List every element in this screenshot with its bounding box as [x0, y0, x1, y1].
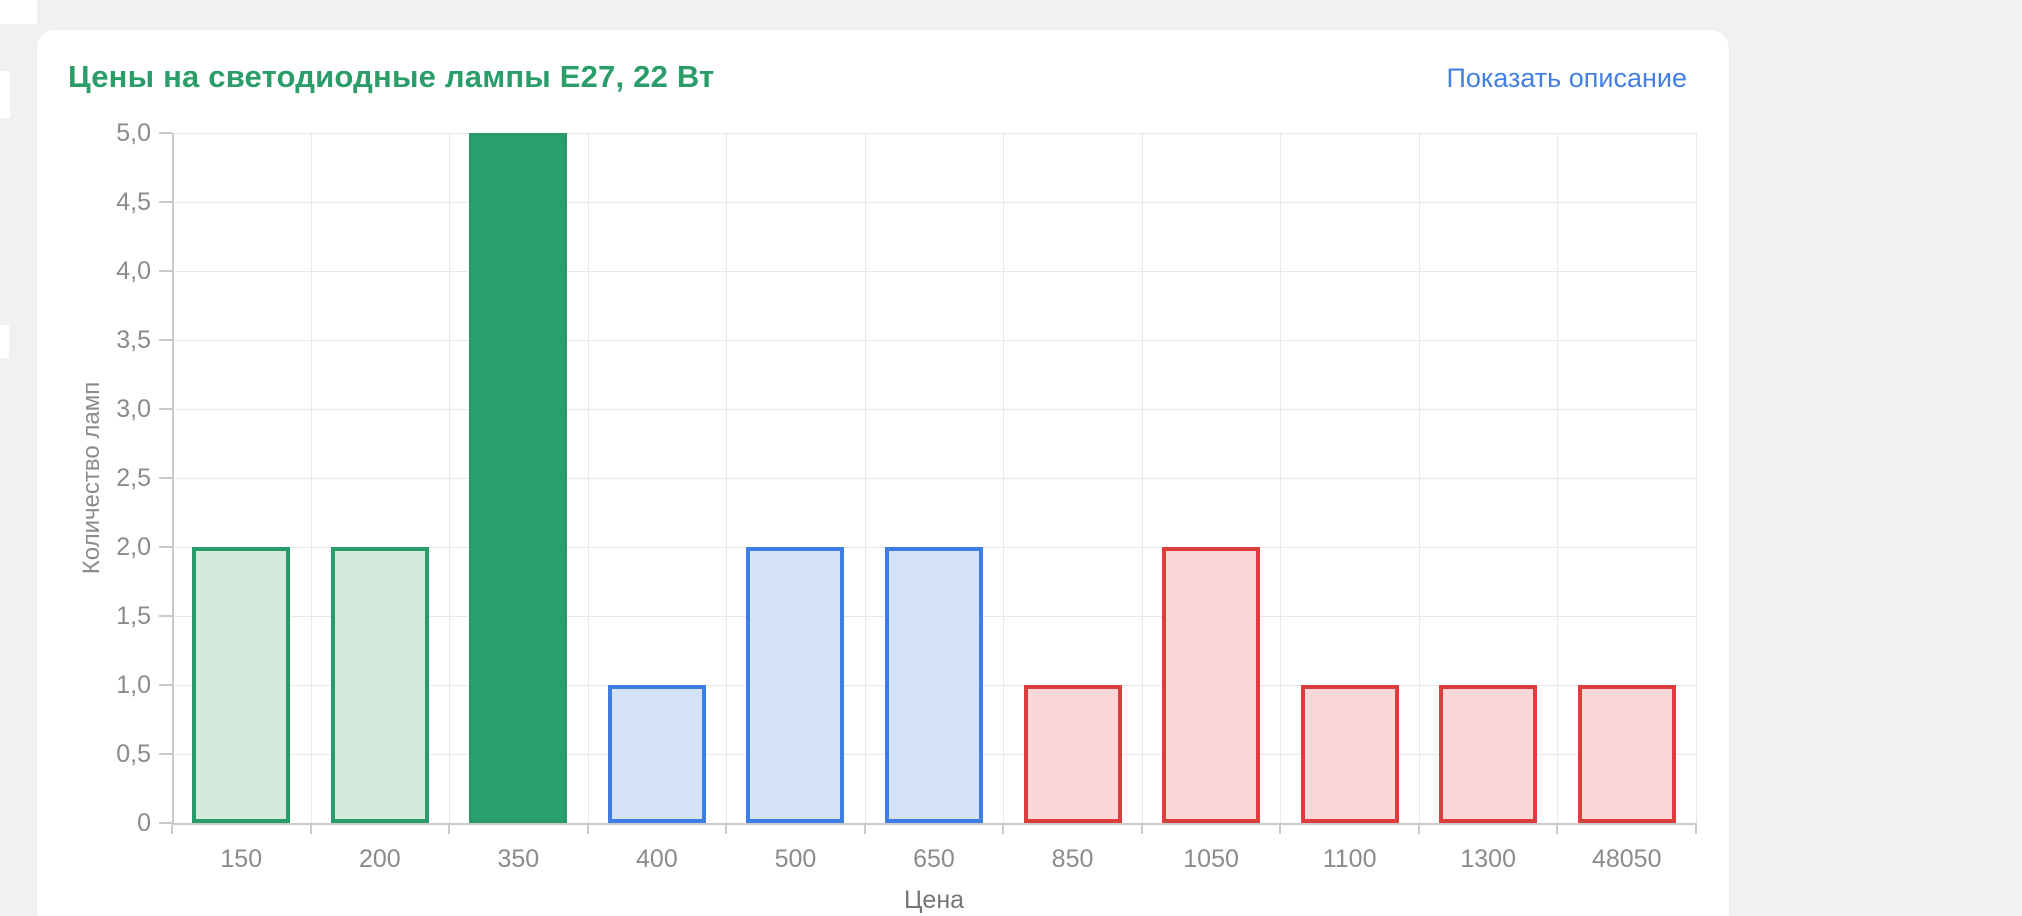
gridline-horizontal — [172, 133, 1696, 134]
bar-650[interactable] — [885, 547, 983, 823]
gridline-vertical — [1280, 133, 1282, 823]
background-fragment-mid — [0, 71, 10, 118]
background-fragment-top — [0, 0, 37, 24]
gridline-vertical — [310, 133, 312, 823]
bar-500[interactable] — [746, 547, 845, 823]
background-fragment-low — [0, 325, 9, 358]
x-axis-tick — [1140, 825, 1143, 834]
gridline-vertical — [864, 133, 866, 823]
x-axis-tick — [586, 825, 589, 834]
y-axis-line — [172, 133, 174, 823]
gridline-vertical — [1418, 133, 1420, 823]
x-axis-tick-label: 500 — [774, 845, 817, 873]
y-axis-tick — [159, 132, 172, 134]
y-axis-tick — [159, 270, 172, 272]
x-axis-tick-label: 350 — [497, 845, 540, 873]
y-axis-tick — [159, 615, 172, 617]
y-axis-tick — [159, 339, 172, 341]
y-axis-tick-label: 1,5 — [116, 602, 151, 630]
y-axis-tick — [159, 408, 172, 410]
x-axis-tick — [863, 825, 866, 834]
gridline-horizontal — [172, 202, 1696, 203]
x-axis-tick — [1417, 825, 1420, 834]
x-axis-tick — [1002, 825, 1005, 834]
bar-150[interactable] — [192, 547, 291, 823]
y-axis-tick-label: 3,0 — [116, 395, 151, 423]
bar-48050[interactable] — [1577, 685, 1676, 823]
y-axis-tick-label: 0,5 — [116, 740, 151, 768]
bar-chart: 0 0,5 1,0 1,5 2,0 2,5 3,0 3,5 4,0 4,5 5,0 150 200 350… — [37, 30, 1729, 916]
gridline-vertical — [1557, 133, 1559, 823]
bar-1300[interactable] — [1439, 685, 1538, 823]
gridline-vertical — [726, 133, 728, 823]
chart-title: Цены на светодиодные лампы E27, 22 Вт — [68, 59, 715, 94]
x-axis-tick-label: 400 — [636, 845, 678, 873]
y-axis-tick-label: 0 — [137, 809, 151, 837]
gridline-vertical — [1003, 133, 1005, 823]
x-axis-tick-label: 650 — [913, 845, 955, 873]
gridline-horizontal — [172, 340, 1696, 341]
y-axis-tick — [159, 546, 172, 548]
x-axis-tick — [171, 825, 173, 834]
chart-card: Цены на светодиодные лампы E27, 22 Вт По… — [37, 30, 1729, 916]
gridline-horizontal — [172, 478, 1696, 479]
bar-400[interactable] — [607, 685, 706, 823]
x-axis-title: Цена — [903, 886, 965, 914]
x-axis-tick — [448, 825, 451, 834]
y-axis-tick — [159, 822, 172, 824]
x-axis-tick-label: 1300 — [1460, 845, 1516, 873]
bar-350[interactable] — [469, 133, 568, 823]
y-axis-tick-label: 5,0 — [116, 119, 151, 147]
x-axis-tick — [1695, 825, 1697, 834]
y-axis-tick — [159, 477, 172, 479]
y-axis-tick-label: 2,0 — [116, 533, 151, 561]
x-axis-line — [172, 823, 1697, 825]
bar-1100[interactable] — [1300, 685, 1399, 823]
gridline-vertical — [449, 133, 451, 823]
x-axis-tick — [309, 825, 312, 834]
y-axis-tick — [159, 201, 172, 203]
y-axis-title: Количество ламп — [78, 381, 105, 575]
y-axis-tick-label: 4,0 — [116, 257, 151, 285]
x-axis-tick — [725, 825, 728, 834]
y-axis-tick-label: 1,0 — [116, 671, 151, 699]
x-axis-tick-label: 850 — [1051, 845, 1094, 873]
y-axis-tick-label: 2,5 — [116, 464, 151, 492]
x-axis-tick-label: 48050 — [1591, 845, 1662, 873]
gridline-horizontal — [172, 409, 1696, 410]
x-axis-tick — [1556, 825, 1559, 834]
y-axis-tick — [159, 684, 172, 686]
y-axis-tick-label: 3,5 — [116, 326, 151, 354]
show-description-link[interactable]: Показать описание — [1446, 63, 1687, 93]
gridline-vertical — [1141, 133, 1143, 823]
x-axis-tick — [1279, 825, 1282, 834]
bar-200[interactable] — [330, 547, 429, 823]
x-axis-tick-label: 1100 — [1322, 845, 1377, 873]
bar-850[interactable] — [1023, 685, 1122, 823]
x-axis-tick-label: 150 — [220, 845, 263, 873]
x-axis-tick-label: 200 — [358, 845, 401, 873]
bar-1050[interactable] — [1162, 547, 1261, 823]
y-axis-tick-label: 4,5 — [116, 188, 151, 216]
gridline-vertical — [587, 133, 589, 823]
x-axis-tick-label: 1050 — [1183, 845, 1239, 873]
y-axis-tick — [159, 753, 172, 755]
gridline-horizontal — [172, 271, 1696, 272]
gridline-vertical — [1696, 133, 1697, 823]
